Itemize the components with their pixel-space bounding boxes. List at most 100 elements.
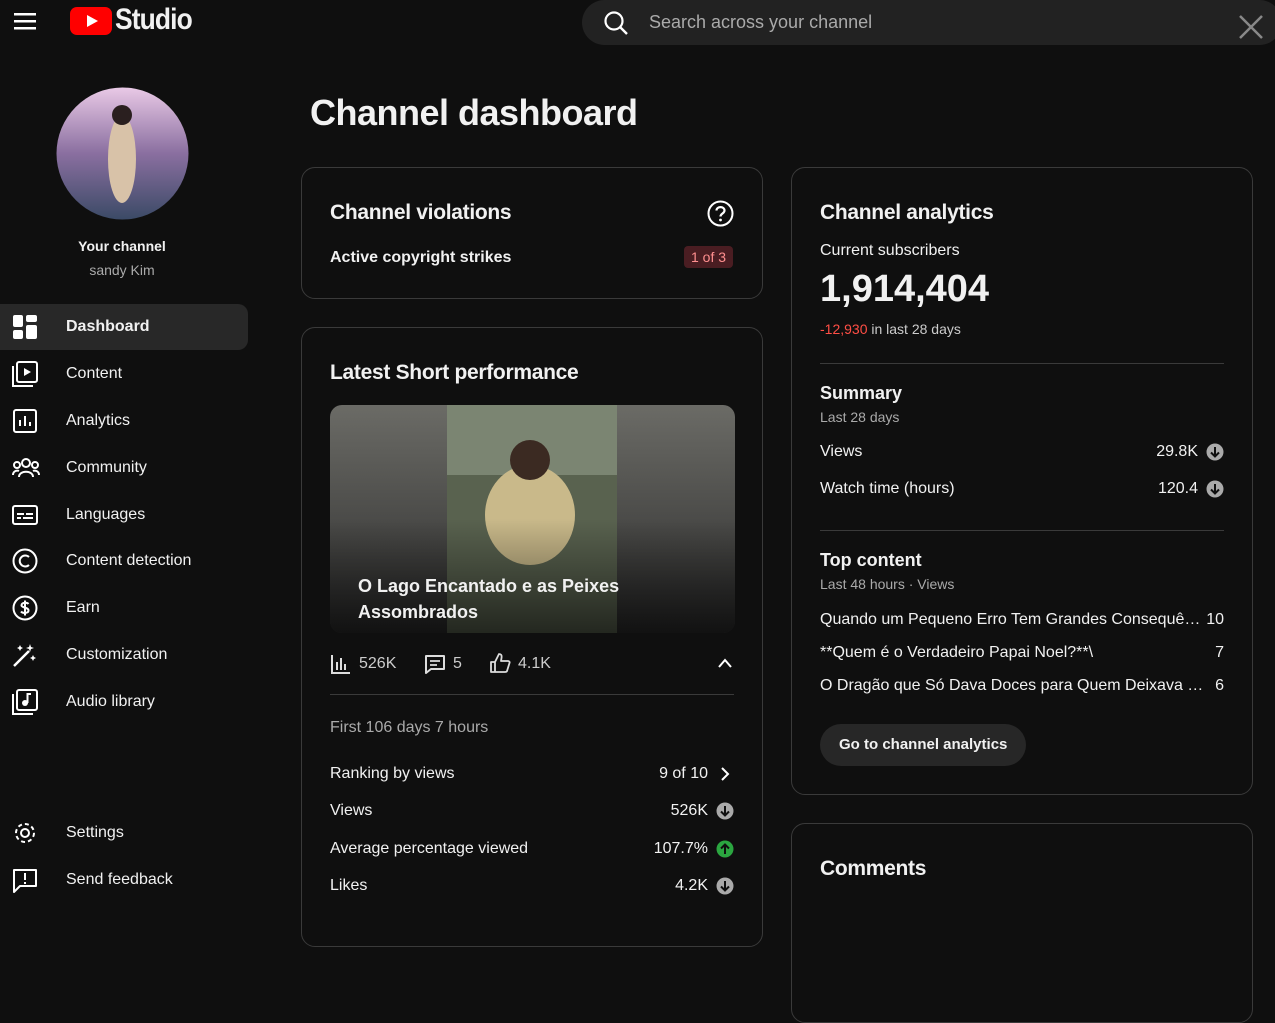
metric-value: 526K [670,802,708,819]
subs-change-line: -12,930 in last 28 days [820,321,961,337]
stat-likes: 4.1K [518,655,551,672]
section-period: Last 48 hours · Views [820,576,955,592]
nav-label: Languages [66,506,146,523]
down-icon [716,877,734,895]
strike-badge: 1 of 3 [684,246,734,268]
violations-card: Channel violations Active copyright stri… [301,167,763,299]
nav-icon [13,869,37,893]
subs-change: -12,930 [820,321,868,337]
analytics-card: Channel analytics Current subscribers 1,… [791,167,1253,795]
nav-item[interactable]: Community [0,445,248,491]
analytics-button[interactable]: Go to channel analytics [820,724,1027,766]
nav-item[interactable]: Languages [0,492,248,538]
short-thumbnail[interactable] [330,405,735,633]
metric-label: Likes [330,877,368,894]
nav-icon [15,823,35,843]
top-label: Quando um Pequeno Erro Tem Grandes Conse… [820,611,1201,628]
card-title: Comments [820,857,927,880]
nav-item[interactable]: Content detection [0,538,248,584]
nav-item[interactable]: Content [0,351,248,397]
metric-row: Likes 4.2K [330,877,734,895]
separator [820,530,1224,531]
nav-label: Content detection [66,552,192,569]
metric-label: Ranking by views [330,765,455,782]
nav-label: Analytics [66,412,131,429]
help-icon[interactable] [707,200,734,227]
top-value: 6 [1215,677,1224,694]
nav-icon [12,548,38,574]
avatar[interactable] [56,87,189,220]
nav-item[interactable]: Analytics [0,398,248,444]
likes-icon [490,653,511,673]
search-icon [604,11,628,35]
channel-name: sandy Kim [89,262,155,278]
summary-value: 120.4 [1157,480,1198,497]
card-title: Latest Short performance [330,361,579,384]
metric-value: 9 of 10 [659,765,708,782]
nav-icon [12,595,38,621]
logo-icon[interactable] [70,7,112,35]
search-bar[interactable] [582,0,1275,45]
nav-icon [13,644,36,667]
collapse-icon[interactable] [717,657,733,669]
metric-row[interactable]: Ranking by views 9 of 10 [330,765,734,783]
nav-item[interactable]: Settings [0,810,248,856]
subs-label: Current subscribers [820,242,960,259]
nav-label: Settings [66,824,124,841]
nav-item[interactable]: Audio library [0,679,248,725]
logo-text[interactable]: Studio [115,3,193,36]
metric-label: Average percentage viewed [330,840,529,857]
top-label: **Quem é o Verdadeiro Papai Noel?**\ [820,644,1094,661]
top-value: 7 [1215,644,1224,661]
short-card: Latest Short performance O Lago Encantad… [301,327,763,947]
separator [330,694,734,695]
comments-icon [425,655,445,674]
views-icon [331,655,350,674]
nav-label: Audio library [66,693,155,710]
metric-value: 4.2K [675,877,708,894]
top-row[interactable]: **Quem é o Verdadeiro Papai Noel?**\ 7 [820,644,1224,662]
close-icon[interactable] [1238,14,1264,40]
separator [820,363,1224,364]
summary-row: Watch time (hours) 120.4 [820,480,1224,498]
summary-row: Views 29.8K [820,443,1224,461]
nav-label: Community [66,459,147,476]
card-title: Channel analytics [820,201,994,224]
up-icon [716,840,734,858]
menu-icon[interactable] [14,12,38,32]
period: First 106 days 7 hours [330,719,489,736]
search-placeholder[interactable]: Search across your channel [649,12,873,32]
metric-row: Average percentage viewed 107.7% [330,840,734,858]
nav-item[interactable]: Customization [0,632,248,678]
stat-comments: 5 [453,655,462,672]
page-title: Channel dashboard [310,92,638,133]
nav-label: Customization [66,646,168,663]
card-title: Channel violations [330,201,512,224]
strike-label: Active copyright strikes [330,249,512,266]
top-value: 10 [1206,611,1224,628]
top-label: O Dragão que Só Dava Doces para Quem Dei… [820,677,1204,694]
nav-icon [12,458,40,478]
section-period: Last 28 days [820,409,900,425]
metric-row: Views 526K [330,802,734,820]
nav-icon [13,315,37,339]
nav-label: Dashboard [66,318,150,335]
metric-label: Views [330,802,373,819]
nav-label: Content [66,365,123,382]
video-title[interactable]: O Lago Encantado e as Peixes Assombrados [358,576,620,622]
summary-value: 29.8K [1156,443,1198,460]
subs-period: in last 28 days [871,321,961,337]
nav-icon [13,409,37,433]
nav-item[interactable]: Dashboard [0,304,248,350]
summary-label: Watch time (hours) [820,480,955,497]
down-icon [1206,480,1224,498]
comments-card: Comments [791,823,1253,1023]
top-row[interactable]: O Dragão que Só Dava Doces para Quem Dei… [820,677,1224,695]
channel-label: Your channel [78,238,166,254]
nav-item[interactable]: Earn [0,585,248,631]
nav-icon [12,361,38,387]
nav-item[interactable]: Send feedback [0,857,248,903]
top-row[interactable]: Quando um Pequeno Erro Tem Grandes Conse… [820,611,1224,629]
nav-icon [12,689,38,715]
